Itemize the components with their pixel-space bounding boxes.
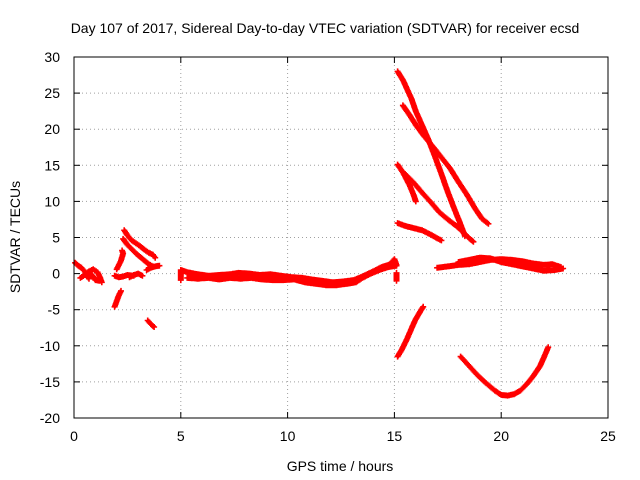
- y-tick-label: 0: [52, 266, 60, 282]
- axis-ticks: 0 5 10 15 20 25 -20 -15 -10 -5 0 5 10 15 20 25 30: [40, 49, 616, 444]
- series-arc-u: [394, 303, 427, 360]
- y-tick-label: 20: [44, 121, 60, 137]
- y-axis-label: SDTVAR / TECUs: [7, 181, 23, 293]
- data-point-markers: [402, 171, 477, 245]
- x-tick-label: 10: [280, 428, 296, 444]
- data-point-markers: [113, 247, 127, 273]
- series-arc-j: [143, 262, 163, 273]
- x-axis-label: GPS time / hours: [287, 458, 394, 474]
- x-tick-label: 15: [387, 428, 403, 444]
- y-tick-label: -15: [40, 374, 60, 390]
- series-arc-e: [111, 287, 124, 310]
- data-point-markers: [143, 262, 163, 273]
- series-arc-m: [184, 262, 400, 289]
- chart-title: Day 107 of 2017, Sidereal Day-to-day VTE…: [71, 20, 580, 36]
- data-point-markers: [86, 269, 103, 284]
- x-tick-label: 0: [70, 428, 78, 444]
- x-tick-label: 20: [493, 428, 509, 444]
- series-arc-n: [388, 256, 400, 268]
- data-point-markers: [144, 317, 158, 330]
- series-arc-t: [394, 220, 445, 244]
- y-tick-label: 30: [44, 49, 60, 65]
- data-point-markers: [457, 344, 552, 399]
- data-point-markers: [393, 269, 400, 284]
- data-point-markers: [394, 220, 445, 244]
- data-point-markers: [121, 227, 159, 261]
- series-arc-h: [120, 235, 156, 270]
- y-tick-label: 5: [52, 230, 60, 246]
- y-tick-label: -20: [40, 410, 60, 426]
- data-point-markers: [394, 68, 468, 240]
- y-tick-label: 15: [44, 157, 60, 173]
- y-tick-label: -10: [40, 338, 60, 354]
- series-arc-c: [86, 269, 103, 284]
- y-tick-label: -5: [48, 302, 61, 318]
- data-point-markers: [455, 254, 567, 274]
- data-point-markers: [184, 262, 400, 289]
- series-arc-i: [126, 270, 146, 281]
- series-arc-s: [402, 171, 477, 245]
- data-point-markers: [111, 287, 124, 310]
- grid: [74, 57, 608, 418]
- series-arc-g: [121, 227, 159, 261]
- series-arc-k: [144, 317, 158, 330]
- data-point-markers: [120, 235, 156, 270]
- data-point-markers: [388, 256, 400, 268]
- data-point-markers: [394, 303, 427, 360]
- series-arc-f: [113, 247, 127, 273]
- data-point-markers: [126, 270, 146, 281]
- series-arc-p: [394, 68, 468, 240]
- y-tick-label: 10: [44, 193, 60, 209]
- data-point-markers: [399, 102, 492, 227]
- series-arc-x: [455, 254, 567, 274]
- y-tick-label: 25: [44, 85, 60, 101]
- series-arc-v: [457, 344, 552, 399]
- data-points: [72, 68, 567, 399]
- x-tick-label: 25: [600, 428, 616, 444]
- series-arc-q: [399, 102, 492, 227]
- series-arc-o: [393, 269, 400, 284]
- x-tick-label: 5: [177, 428, 185, 444]
